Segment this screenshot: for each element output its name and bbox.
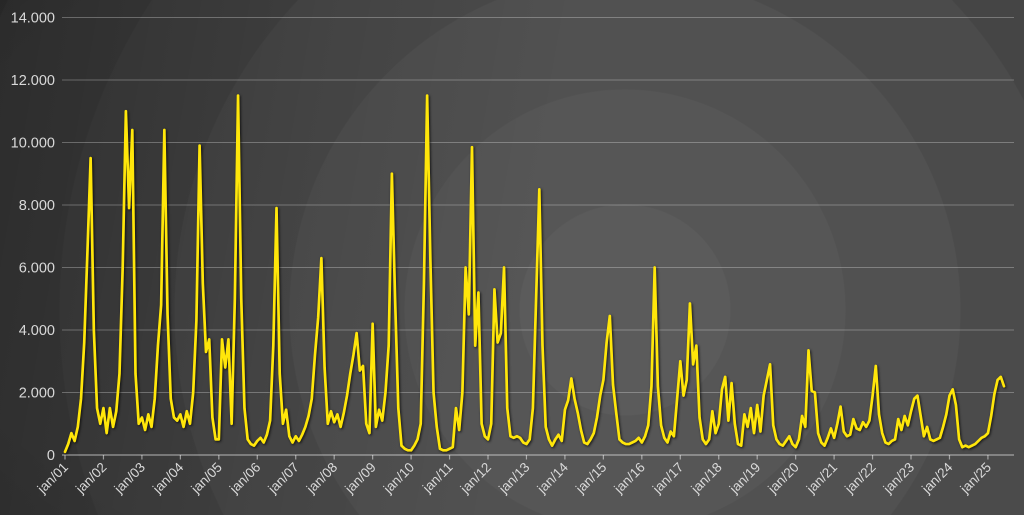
y-axis-label: 4.000 (19, 323, 55, 339)
x-axis-label: jan/11 (419, 460, 456, 497)
x-axis-label: jan/22 (841, 460, 878, 497)
x-axis-label: jan/15 (572, 460, 609, 497)
x-axis-label: jan/13 (495, 460, 532, 497)
x-axis-label: jan/04 (149, 459, 187, 497)
x-axis-label: jan/10 (380, 460, 417, 497)
y-axis-label: 10.000 (11, 136, 55, 152)
x-axis-label: jan/23 (880, 460, 917, 497)
x-axis-label: jan/03 (111, 460, 148, 497)
x-axis-label: jan/14 (534, 459, 572, 497)
x-axis-label: jan/05 (188, 460, 225, 497)
x-axis-label: jan/08 (303, 460, 340, 497)
x-axis-label: jan/18 (688, 460, 725, 497)
x-axis-label: jan/12 (457, 460, 494, 497)
x-axis-label: jan/17 (649, 460, 686, 497)
x-axis-label: jan/19 (726, 460, 763, 497)
x-axis-label: jan/25 (957, 460, 994, 497)
y-axis-label: 6.000 (19, 261, 55, 277)
x-axis-label: jan/16 (611, 460, 648, 497)
y-axis-label: 0 (47, 448, 55, 464)
y-axis-label: 2.000 (19, 386, 55, 402)
y-axis-label: 12.000 (11, 73, 55, 89)
data-series-line (63, 94, 1006, 454)
x-axis-label: jan/06 (226, 460, 263, 497)
x-axis-label: jan/24 (918, 459, 956, 497)
x-axis-label: jan/09 (341, 460, 378, 497)
x-axis-label: jan/07 (265, 460, 302, 497)
x-axis-label: jan/02 (72, 460, 109, 497)
x-axis-label: jan/01 (34, 460, 71, 497)
x-axis-label: jan/20 (764, 460, 801, 497)
x-axis-label: jan/21 (803, 460, 840, 497)
y-axis-label: 14.000 (11, 11, 55, 27)
y-axis-label: 8.000 (19, 198, 55, 214)
